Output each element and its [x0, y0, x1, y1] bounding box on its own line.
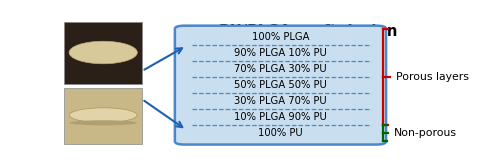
Text: Porous layers: Porous layers [396, 72, 469, 82]
Text: 10% PLGA 90% PU: 10% PLGA 90% PU [234, 112, 327, 122]
FancyBboxPatch shape [64, 88, 142, 144]
Ellipse shape [70, 120, 137, 125]
Text: Non-porous: Non-porous [394, 128, 457, 138]
Text: 50% PLGA 50% PU: 50% PLGA 50% PU [234, 80, 327, 90]
Text: 30% PLGA 70% PU: 30% PLGA 70% PU [234, 96, 327, 106]
Circle shape [69, 41, 138, 64]
Ellipse shape [70, 108, 137, 123]
FancyBboxPatch shape [64, 22, 142, 84]
Text: 100% PU: 100% PU [258, 128, 303, 138]
Text: 90% PLGA 10% PU: 90% PLGA 10% PU [234, 48, 327, 58]
Text: PU/PLGA graft design: PU/PLGA graft design [220, 24, 398, 39]
FancyBboxPatch shape [175, 26, 386, 145]
Text: 100% PLGA: 100% PLGA [252, 32, 309, 42]
Text: 70% PLGA 30% PU: 70% PLGA 30% PU [234, 64, 327, 74]
